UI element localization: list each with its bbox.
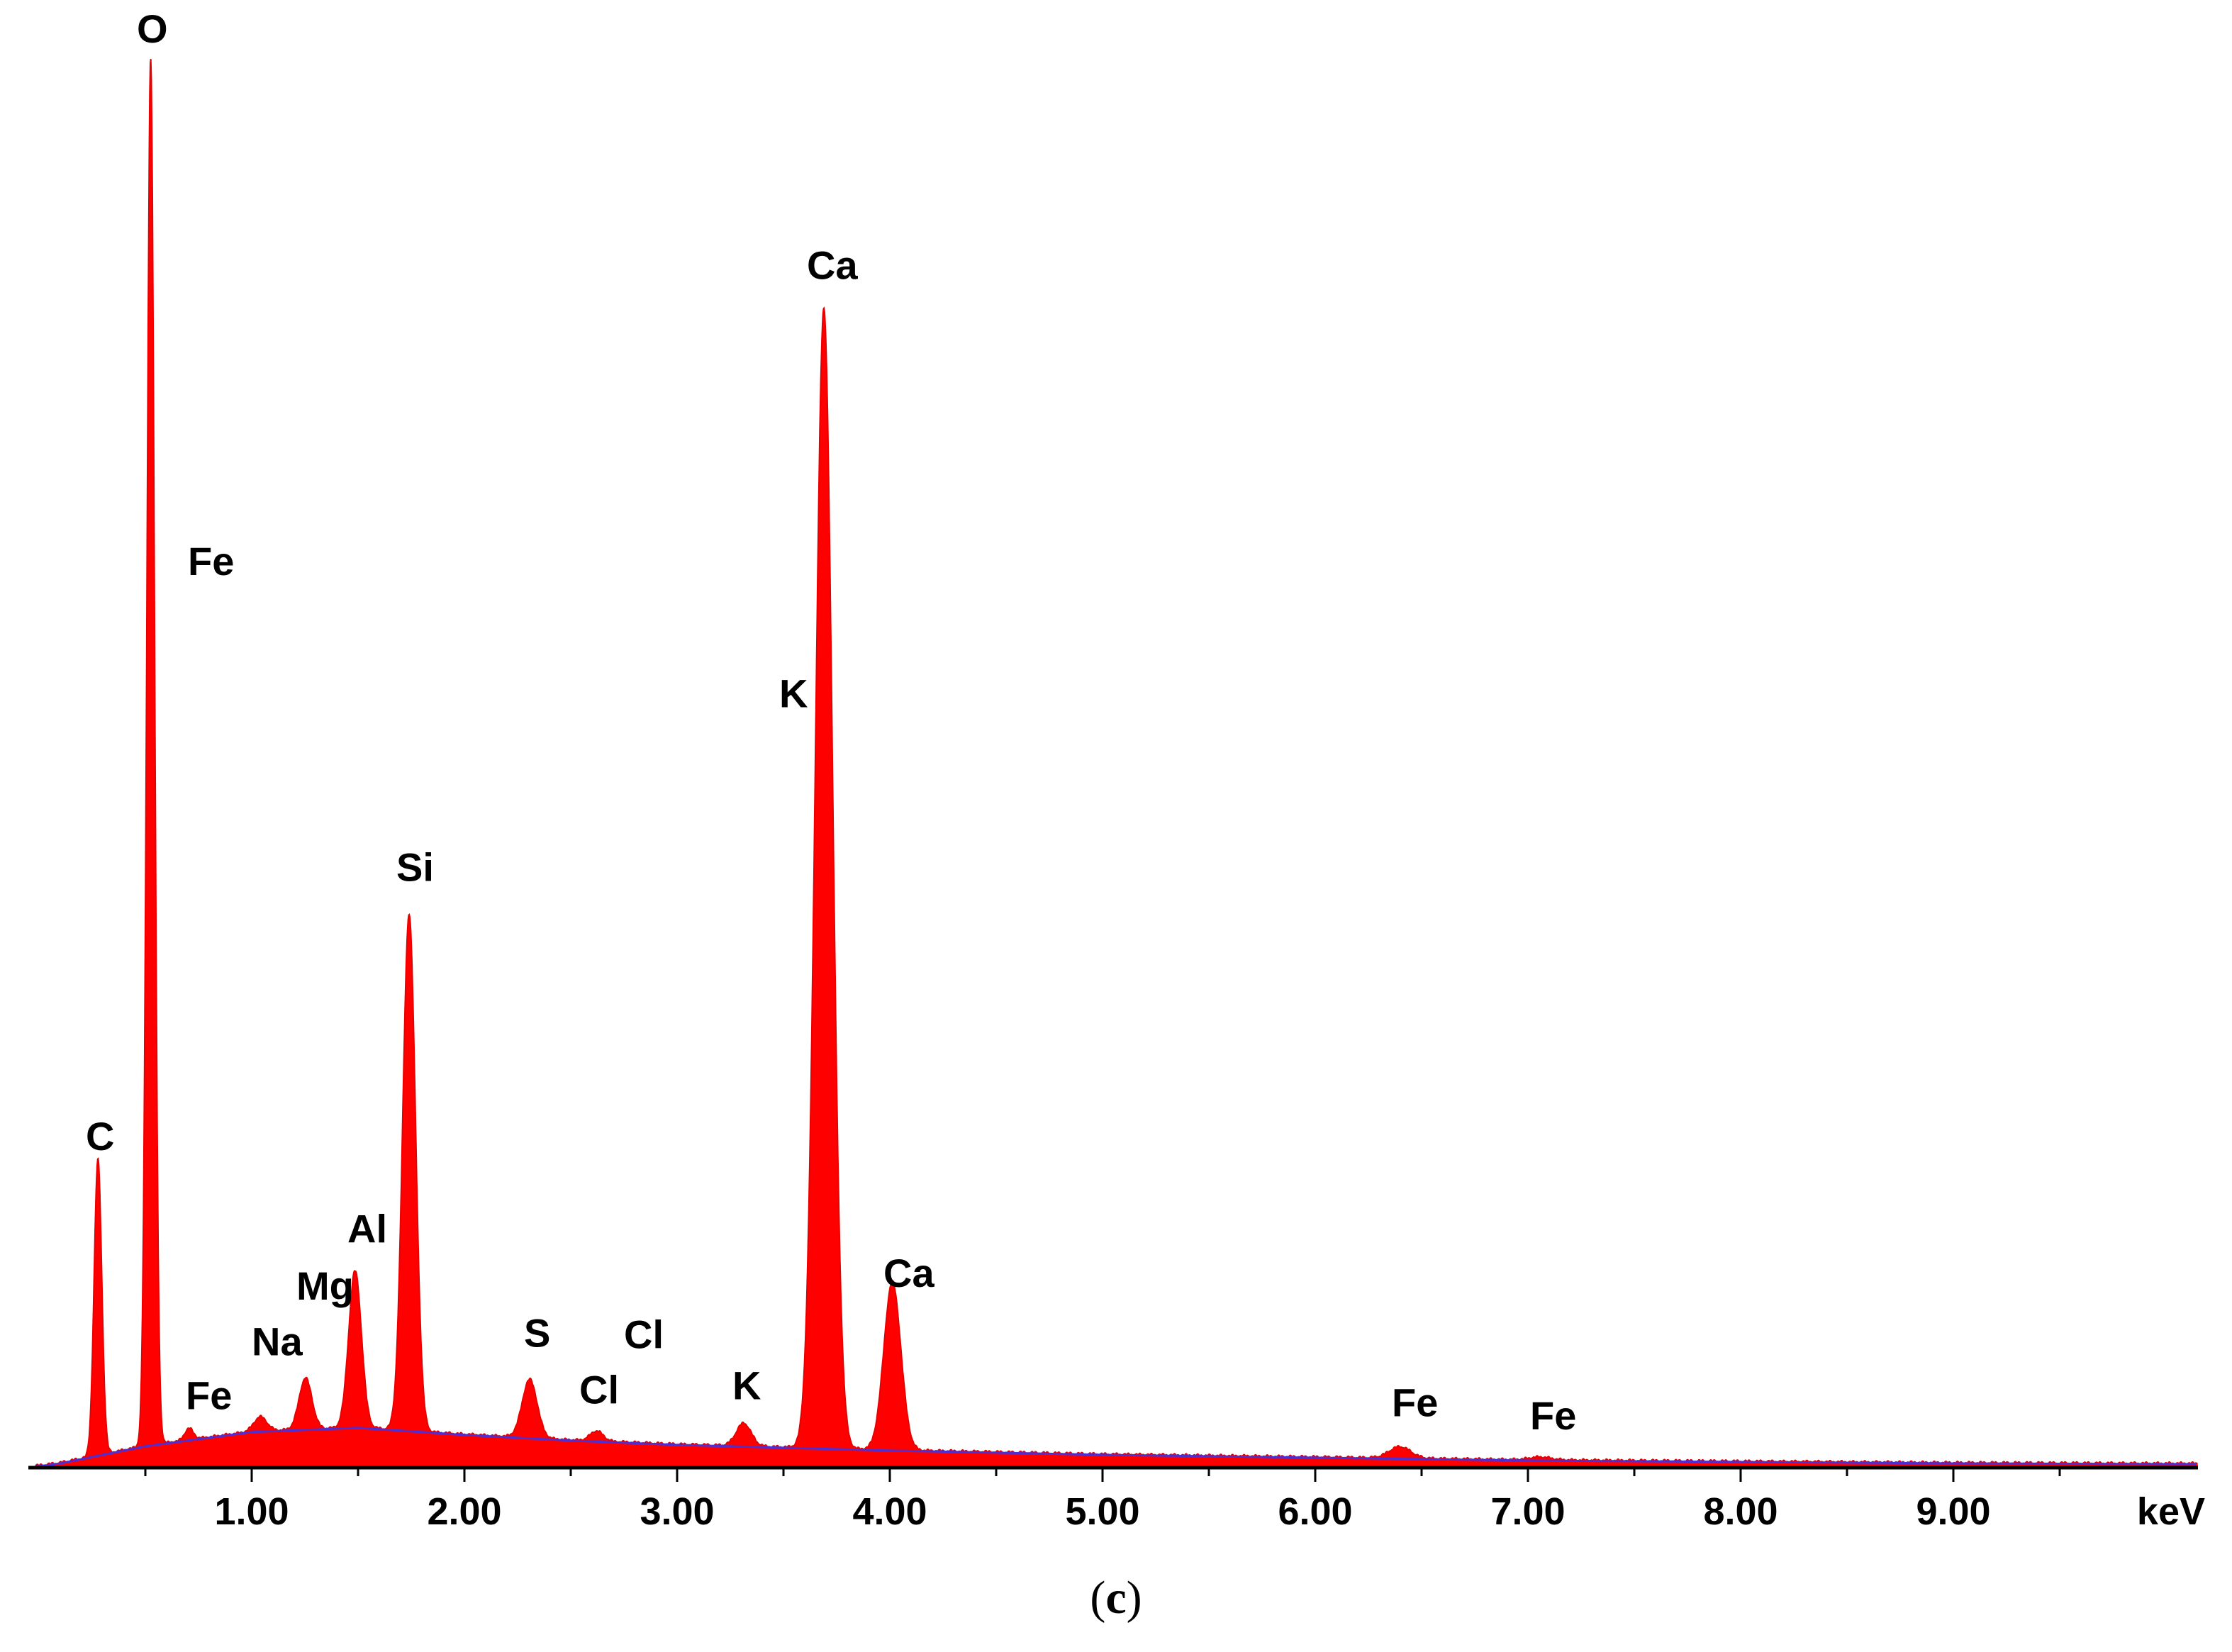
peak-label-mg: Mg (296, 1263, 354, 1308)
spectrum-outline (35, 58, 2199, 1467)
x-axis-ticks (144, 1468, 2061, 1482)
x-tick-label: 6.00 (1278, 1490, 1352, 1533)
peak-label-al: Al (347, 1207, 387, 1251)
x-tick-label: 7.00 (1490, 1490, 1565, 1533)
x-tick-label: 5.00 (1065, 1490, 1139, 1533)
spectrum-area (35, 59, 2198, 1467)
peak-label-s: S (524, 1310, 550, 1355)
peak-label-cl: Cl (579, 1368, 619, 1412)
x-tick-label: 1.00 (214, 1490, 289, 1533)
caption-close-paren: ) (1127, 1572, 1142, 1624)
background-fit-line (35, 1427, 2197, 1468)
peak-label-ca: Ca (883, 1251, 934, 1295)
x-axis-tick-labels: 1.00 2.00 3.00 4.00 5.00 6.00 7.00 8.00 9.00 (214, 1490, 1990, 1533)
peak-label-fe: Fe (188, 539, 234, 584)
peak-label-c: C (86, 1114, 114, 1159)
peak-label-k: K (732, 1363, 761, 1408)
caption-open-paren: ( (1090, 1572, 1105, 1624)
peak-label-na: Na (252, 1319, 303, 1363)
peak-label-fe: Fe (1530, 1393, 1576, 1438)
peak-label-fe: Fe (186, 1373, 232, 1418)
x-tick-label: 9.00 (1916, 1490, 1990, 1533)
peak-label-fe: Fe (1392, 1380, 1438, 1425)
x-tick-label: 3.00 (640, 1490, 714, 1533)
x-tick-label: 2.00 (427, 1490, 501, 1533)
peak-label-k: K (779, 671, 808, 716)
caption-letter: c (1105, 1572, 1126, 1624)
peak-label-ca: Ca (807, 242, 858, 287)
peak-label-o: O (137, 6, 168, 51)
peak-label-si: Si (396, 845, 434, 890)
peak-label-cl: Cl (624, 1312, 664, 1356)
x-tick-label: 4.00 (852, 1490, 927, 1533)
figure-caption: (c) (1090, 1572, 1142, 1624)
x-tick-label: 8.00 (1703, 1490, 1778, 1533)
x-axis-unit-label: keV (2137, 1490, 2205, 1533)
